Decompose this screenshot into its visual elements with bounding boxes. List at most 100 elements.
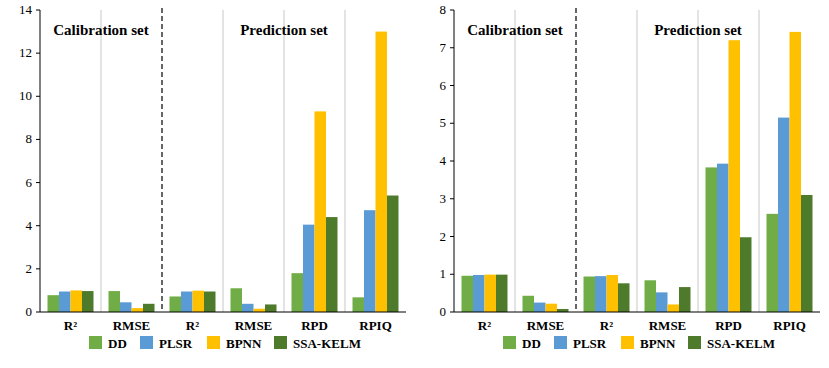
x-axis (40, 312, 406, 313)
y-tick-label: 2 (26, 261, 33, 276)
bar (496, 275, 508, 312)
set-label: Prediction set (654, 22, 742, 38)
bar (181, 292, 193, 312)
y-tick-label: 14 (19, 2, 33, 17)
bar (485, 275, 497, 312)
y-tick-label: 6 (26, 175, 33, 190)
y-tick (450, 123, 454, 124)
bar (668, 304, 680, 312)
y-tick (36, 182, 40, 183)
bar (143, 304, 155, 312)
bar (109, 291, 121, 312)
legend-label: DD (522, 336, 541, 351)
bars (48, 32, 399, 312)
y-tick (450, 85, 454, 86)
legend-swatch (274, 336, 287, 349)
bar (656, 292, 668, 312)
bar (204, 292, 216, 312)
y-tick (36, 10, 40, 11)
x-tick-label: R² (478, 318, 491, 333)
figure: 02468101214R²RMSER²RMSERPDRPIQCalibratio… (0, 0, 829, 368)
y-tick (450, 274, 454, 275)
y-tick (450, 312, 454, 313)
bar (82, 291, 94, 312)
bar (706, 167, 718, 312)
legend-label: SSA-KELM (293, 336, 361, 351)
legend-label: PLSR (573, 336, 607, 351)
bar (170, 296, 182, 312)
bar (265, 304, 277, 312)
x-tick-label: R² (186, 318, 199, 333)
y-axis (40, 10, 41, 312)
x-tick-label: RMSE (649, 318, 687, 333)
bar (607, 275, 619, 312)
legend-swatch (554, 336, 567, 349)
legend-swatch (89, 336, 102, 349)
bar (242, 304, 254, 312)
y-tick-label: 8 (26, 131, 33, 146)
y-tick (36, 312, 40, 313)
y-tick (36, 53, 40, 54)
bar (193, 291, 205, 312)
bar (364, 210, 376, 312)
bar (59, 292, 71, 312)
y-tick-label: 4 (26, 218, 33, 233)
bar (534, 303, 546, 312)
y-tick-label: 10 (19, 88, 32, 103)
y-tick-label: 5 (440, 115, 447, 130)
bar (462, 276, 474, 312)
x-tick-label: RPIQ (773, 318, 806, 333)
x-tick-label: RPD (715, 318, 742, 333)
y-tick-label: 3 (440, 191, 447, 206)
category-separator (345, 10, 346, 312)
x-tick-label: RMSE (527, 318, 565, 333)
y-tick-label: 12 (19, 45, 32, 60)
x-tick-label: R² (600, 318, 613, 333)
legend-swatch (688, 336, 701, 349)
bar (473, 275, 485, 312)
y-tick (36, 96, 40, 97)
chart: 012345678R²RMSER²RMSERPDRPIQCalibration … (440, 2, 821, 351)
bar (292, 273, 304, 312)
legend: DDPLSRBPNNSSA-KELM (503, 336, 775, 351)
y-tick (450, 198, 454, 199)
set-divider (161, 8, 162, 312)
legend-swatch (140, 336, 153, 349)
bar (595, 276, 607, 312)
category-separator (698, 10, 699, 312)
bar (353, 297, 365, 312)
category-separator (515, 10, 516, 312)
y-tick-label: 8 (440, 2, 447, 17)
y-tick-label: 2 (440, 229, 447, 244)
category-separator (759, 10, 760, 312)
bar (729, 40, 741, 312)
y-tick-label: 7 (440, 40, 447, 55)
x-tick-label: RMSE (113, 318, 151, 333)
y-tick (36, 268, 40, 269)
y-tick-label: 6 (440, 78, 447, 93)
legend-label: PLSR (159, 336, 193, 351)
bar (523, 296, 535, 312)
bar (120, 302, 132, 312)
category-separator (223, 10, 224, 312)
x-tick-label: RPIQ (359, 318, 392, 333)
bar (387, 196, 399, 312)
bar (717, 164, 729, 312)
set-label: Prediction set (240, 22, 328, 38)
y-tick (450, 161, 454, 162)
bar (645, 280, 657, 312)
bar (767, 214, 779, 312)
legend-label: DD (108, 336, 127, 351)
x-tick-label: RPD (301, 318, 328, 333)
y-tick-label: 1 (440, 266, 447, 281)
y-tick-label: 0 (26, 304, 33, 319)
bar (778, 118, 790, 312)
set-divider (575, 8, 576, 312)
bar (315, 111, 327, 312)
bars (462, 32, 813, 312)
y-tick (450, 47, 454, 48)
bar (801, 195, 813, 312)
y-tick (36, 139, 40, 140)
legend-label: BPNN (226, 336, 262, 351)
category-separator (101, 10, 102, 312)
